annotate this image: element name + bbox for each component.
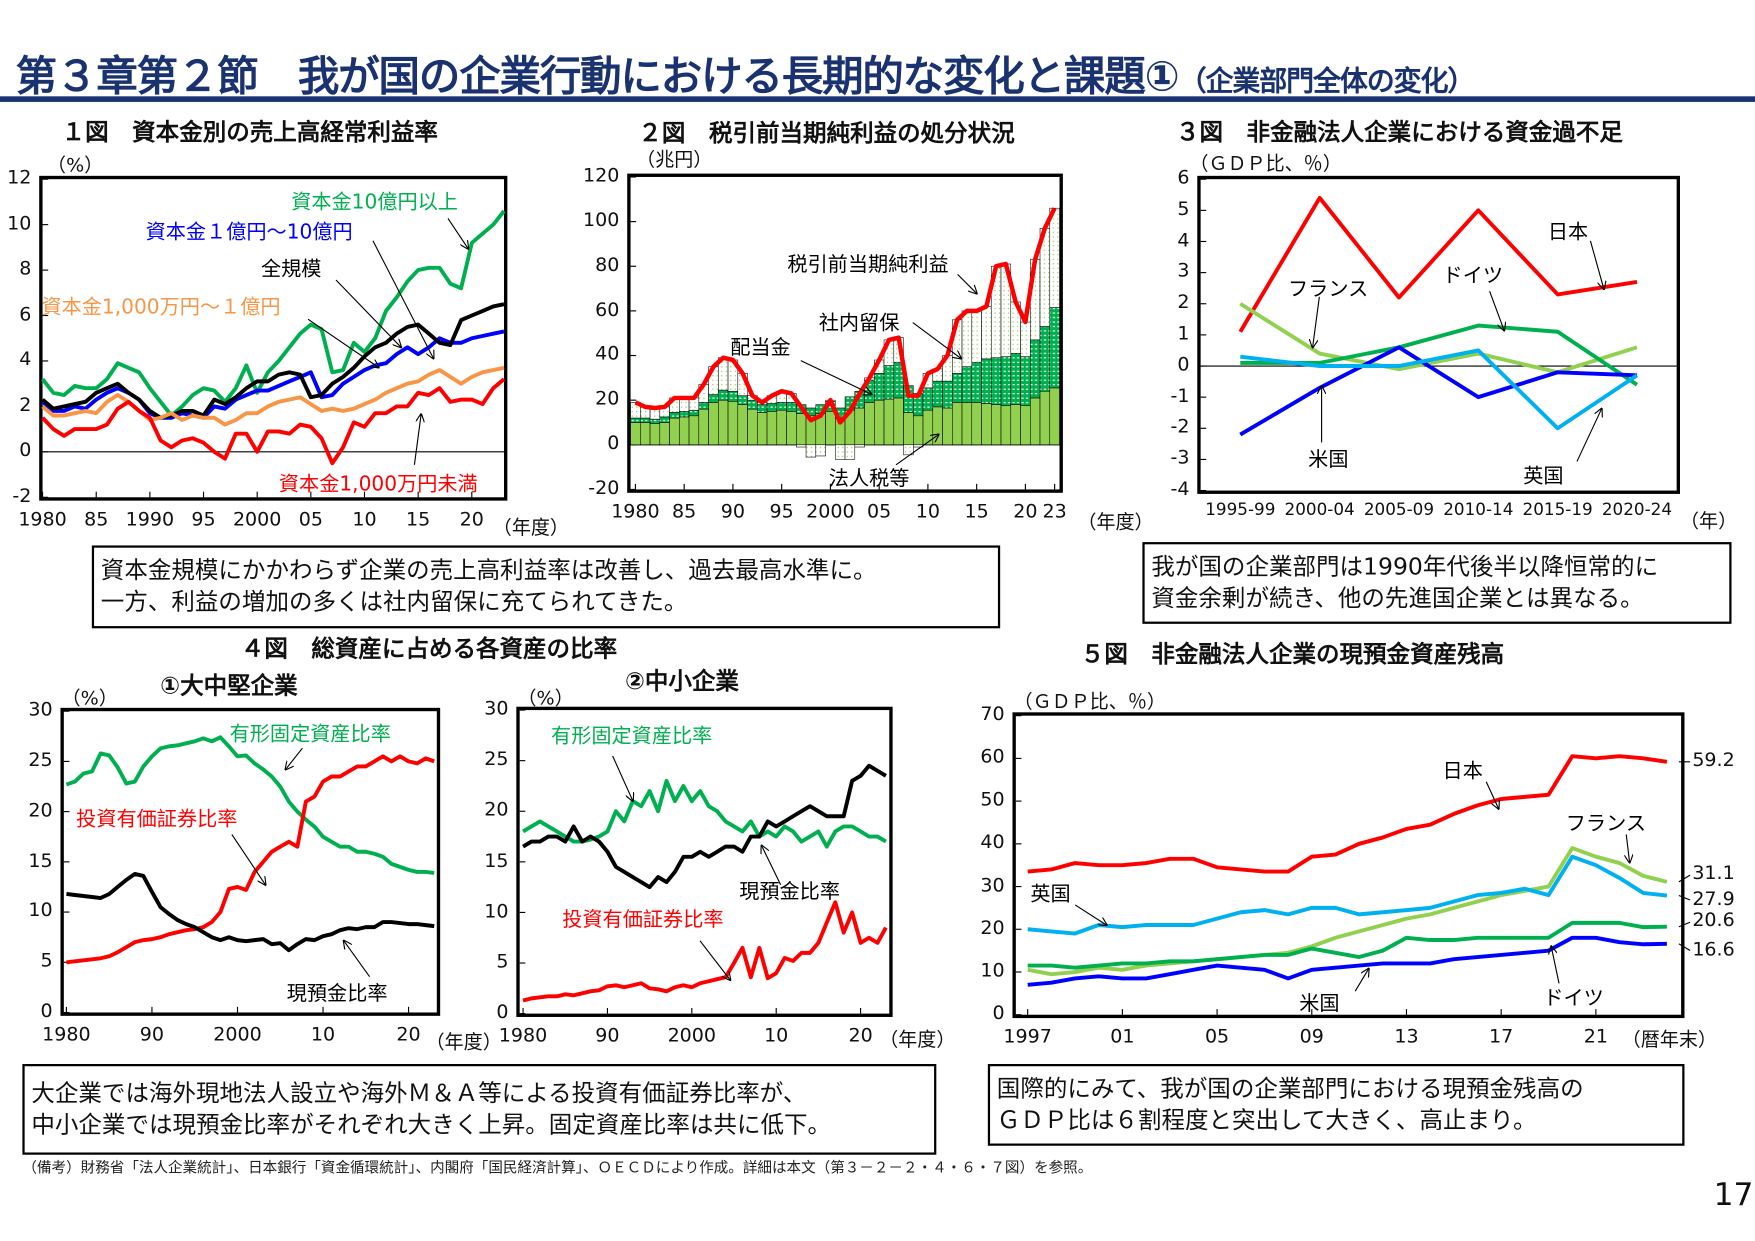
fig1-unit: （%） — [47, 154, 104, 177]
summary-line: 大企業では海外現地法人設立や海外Ｍ＆Ａ等による投資有価証券比率が、 — [31, 1079, 807, 1107]
fig1-2-summary-box: 資本金規模にかかわらず企業の売上高利益率は改善し、過去最高水準に。 一方、利益の増… — [91, 545, 1001, 629]
fig3-label-uk: 英国 — [1523, 464, 1564, 489]
fig1-label-large: 資本金10億円以上 — [291, 190, 458, 214]
fig3-label-japan: 日本 — [1547, 220, 1589, 245]
fig4-2-label-securities: 投資有価証券比率 — [562, 908, 724, 932]
page-number: 17 — [1713, 1176, 1754, 1213]
fig4-1-xunit: （年度） — [425, 1031, 502, 1054]
fig4-2-unit: （%） — [517, 687, 574, 711]
fig5-label-us: 米国 — [1299, 992, 1340, 1016]
fig5-title: ５図 非金融法人企業の現預金資産残高 — [1080, 640, 1505, 668]
fig3-xunit: （年） — [1680, 510, 1738, 534]
summary-line: 国際的にみて、我が国の企業部門における現預金残高の — [996, 1075, 1584, 1103]
summary-line: 中小企業では現預金比率がそれぞれ大きく上昇。固定資産比率は共に低下。 — [31, 1111, 832, 1138]
fig1-label-mid: 資本金１億円～10億円 — [145, 220, 353, 245]
fig4-2-xunit: （年度） — [879, 1029, 956, 1052]
fig5-summary-box: 国際的にみて、我が国の企業部門における現預金残高の ＧＤＰ比は６割程度と突出して大… — [987, 1064, 1685, 1146]
fig4-1-unit: （%） — [61, 687, 118, 711]
fig1-label-small-mid: 資本金1,000万円～１億円 — [41, 295, 281, 320]
fig5-label-france: フランス — [1565, 812, 1646, 836]
summary-line: 資金余剰が続き、他の先進国企業とは異なる。 — [1151, 584, 1644, 612]
fig4-2-label-cash: 現預金比率 — [739, 880, 840, 904]
fig5-label-uk: 英国 — [1030, 882, 1071, 907]
fig3-title: ３図 非金融法人企業における資金過不足 — [1176, 118, 1623, 146]
fig4-1-label-cash: 現預金比率 — [286, 982, 388, 1006]
fig2-title: ２図 税引前当期純利益の処分状況 — [638, 119, 1015, 147]
fig1-label-all: 全規模 — [260, 257, 322, 282]
fig4-2-label-fixed: 有形固定資産比率 — [551, 724, 713, 749]
fig3-label-germany: ドイツ — [1442, 264, 1504, 288]
title-divider — [0, 96, 1755, 102]
fig2-xunit: （年度） — [1077, 511, 1154, 535]
fig3-label-france: フランス — [1288, 277, 1369, 302]
summary-line: ＧＤＰ比は６割程度と突出して大きく、高止まり。 — [996, 1106, 1537, 1134]
summary-line: 資本金規模にかかわらず企業の売上高利益率は改善し、過去最高水準に。 — [100, 556, 877, 584]
fig4-summary-box: 大企業では海外現地法人設立や海外Ｍ＆Ａ等による投資有価証券比率が、 中小企業では現… — [22, 1064, 937, 1155]
fig4-2-subtitle: ②中小企業 — [624, 667, 739, 695]
fig1-xunit: （年度） — [492, 517, 569, 540]
fig4-1-label-fixed: 有形固定資産比率 — [229, 722, 391, 746]
fig2-label-dividend: 配当金 — [730, 336, 791, 360]
fig3-label-us: 米国 — [1308, 448, 1349, 472]
fig5-label-japan: 日本 — [1442, 759, 1483, 783]
fig5-unit: （ＧＤＰ比、％） — [1013, 691, 1166, 714]
fig2-label-tax: 法人税等 — [828, 467, 910, 491]
fig4-1-label-securities: 投資有価証券比率 — [76, 807, 238, 832]
fig4-title: ４図 総資産に占める各資産の比率 — [240, 635, 618, 662]
page-title: 第３章第２節 我が国の企業行動における長期的な変化と課題①（企業部門全体の変化） — [15, 52, 1476, 101]
page-subtitle: （企業部門全体の変化） — [1178, 64, 1476, 98]
fig1-title: １図 資本金別の売上高経常利益率 — [61, 118, 438, 146]
fig2-unit: （兆円） — [636, 148, 713, 172]
fig5-label-germany: ドイツ — [1543, 986, 1604, 1011]
fig1-label-small: 資本金1,000万円未満 — [278, 472, 478, 497]
summary-line: 我が国の企業部門は1990年代後半以降恒常的に — [1151, 553, 1659, 581]
fig4-1-subtitle: ①大中堅企業 — [160, 672, 298, 699]
fig3-unit: （ＧＤＰ比、％） — [1189, 153, 1342, 176]
summary-line: 一方、利益の増加の多くは社内留保に充てられてきた。 — [100, 588, 688, 615]
fig5-xunit: （暦年末） — [1621, 1029, 1717, 1052]
fig2-label-retained: 社内留保 — [818, 311, 900, 335]
fig3-summary-box: 我が国の企業部門は1990年代後半以降恒常的に 資金余剰が続き、他の先進国企業とは… — [1142, 542, 1732, 624]
footnote: （備考）財務省「法人企業統計」、日本銀行「資金循環統計」、内閣府「国民経済計算」… — [22, 1160, 1093, 1178]
fig2-label-profit: 税引前当期純利益 — [787, 253, 949, 277]
